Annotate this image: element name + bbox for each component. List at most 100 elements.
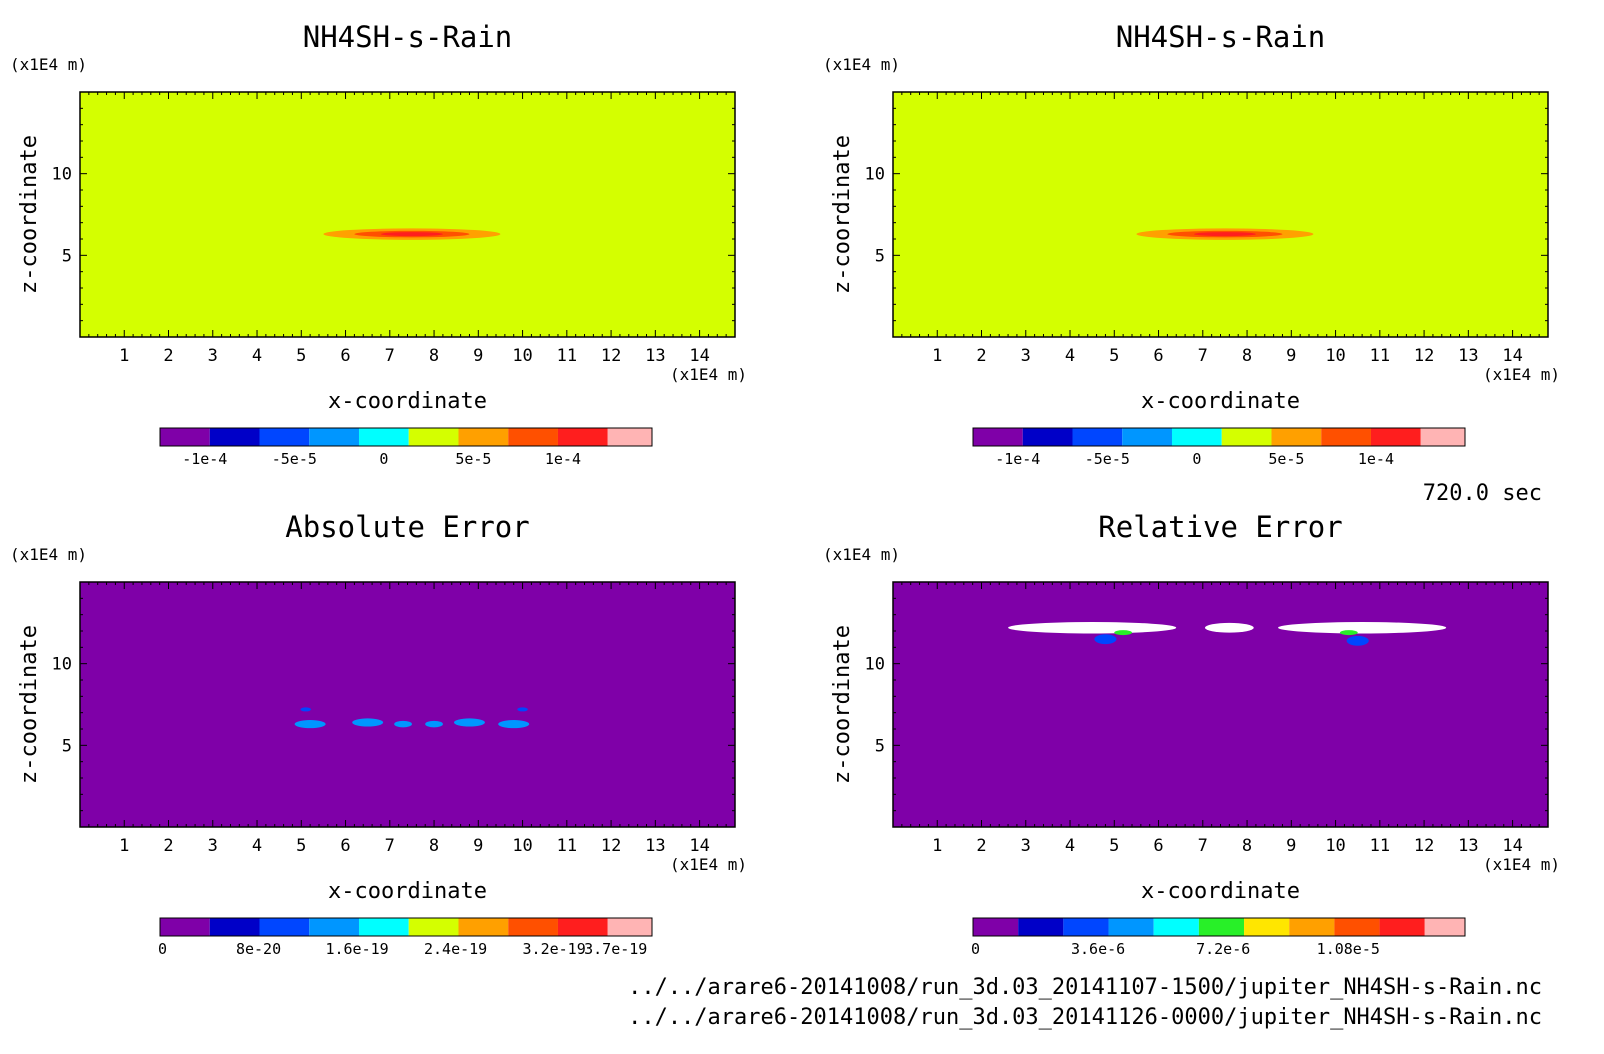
y-axis-label: z-coordinate xyxy=(17,625,42,784)
y-unit-label: (x1E4 m) xyxy=(10,55,87,74)
colorbar-tick-label: 5e-5 xyxy=(1268,450,1304,468)
x-tick-label: 2 xyxy=(163,346,173,366)
x-tick-label: 7 xyxy=(385,836,395,856)
contour-feature xyxy=(425,720,443,728)
x-tick-label: 1 xyxy=(119,346,129,366)
chart-panel-4: Relative Error(x1E4 m)(x1E4 m)1 2 3 4 5 6 7 8 9 1… xyxy=(823,510,1560,958)
x-tick-label: 7 xyxy=(385,346,395,366)
contour-feature xyxy=(352,718,384,727)
x-tick-label: 4 xyxy=(252,836,262,856)
colorbar-swatch xyxy=(973,918,1019,936)
colorbar-tick-label: 1e-4 xyxy=(545,450,581,468)
x-tick-label: 10 xyxy=(512,346,532,366)
time-label: 720.0 sec xyxy=(1423,481,1542,506)
colorbar-tick-label: -5e-5 xyxy=(272,450,317,468)
colorbar-swatch xyxy=(607,918,652,936)
y-unit-label: (x1E4 m) xyxy=(10,545,87,564)
colorbar-swatch xyxy=(1122,428,1172,446)
x-axis-label: x-coordinate xyxy=(1141,389,1300,414)
x-tick-label: 10 xyxy=(1325,346,1345,366)
colorbar-frame xyxy=(972,917,1466,937)
chart-title: NH4SH-s-Rain xyxy=(303,20,513,54)
colorbar-swatch xyxy=(508,918,558,936)
chart-panel-3: Absolute Error(x1E4 m)(x1E4 m)1 2 3 4 5 6 7 8 9 1… xyxy=(10,510,747,958)
chart-title: Relative Error xyxy=(1098,510,1342,544)
colorbar-frame xyxy=(972,427,1466,447)
colorbar-swatch xyxy=(209,918,260,936)
x-tick-label: 3 xyxy=(208,836,218,856)
x-tick-label: 11 xyxy=(1370,346,1390,366)
chart-panel-2: NH4SH-s-Rain(x1E4 m)(x1E4 m)1 2 3 4 5 6 7 8 9 10 1… xyxy=(823,20,1560,468)
y-unit-label: (x1E4 m) xyxy=(823,545,900,564)
x-tick-label: 9 xyxy=(1286,346,1296,366)
x-unit-label: (x1E4 m) xyxy=(1483,365,1560,384)
file-path-2: ../../arare6-20141008/run_3d.03_20141126… xyxy=(628,1005,1542,1030)
colorbar-swatch xyxy=(1370,428,1421,446)
colorbar-swatch xyxy=(209,428,260,446)
chart-panel-1: NH4SH-s-Rain(x1E4 m)(x1E4 m)1 2 3 4 5 6 7 8 9 10 1… xyxy=(10,20,747,468)
colorbar-tick-label: 7.2e-6 xyxy=(1196,940,1250,958)
colorbar-swatch xyxy=(358,428,409,446)
plot-area xyxy=(80,92,735,337)
x-tick-label: 1 xyxy=(932,836,942,856)
colorbar-tick-label: 5e-5 xyxy=(455,450,491,468)
colorbar-frame xyxy=(159,427,653,447)
colorbar-tick-label: 1.6e-19 xyxy=(325,940,388,958)
colorbar-swatch xyxy=(1244,918,1290,936)
colorbar-swatch xyxy=(607,428,652,446)
contour-feature xyxy=(1205,622,1254,633)
colorbar-swatch xyxy=(259,428,310,446)
colorbar-swatch xyxy=(1072,428,1123,446)
x-tick-label: 13 xyxy=(1458,346,1478,366)
x-tick-label: 4 xyxy=(252,346,262,366)
x-tick-label: 6 xyxy=(1153,836,1163,856)
plot-area xyxy=(893,92,1548,337)
x-unit-label: (x1E4 m) xyxy=(670,365,747,384)
x-tick-label: 12 xyxy=(601,836,621,856)
colorbar-tick-label: -5e-5 xyxy=(1085,450,1130,468)
colorbar-swatch xyxy=(1063,918,1109,936)
colorbar-tick-label: -1e-4 xyxy=(182,450,227,468)
colorbar-swatch xyxy=(1018,918,1064,936)
x-tick-label: 4 xyxy=(1065,346,1075,366)
colorbar-swatch xyxy=(408,428,459,446)
x-tick-label: 13 xyxy=(1458,836,1478,856)
x-tick-label: 8 xyxy=(1242,836,1252,856)
colorbar-tick-label: 3.7e-19 xyxy=(584,940,647,958)
colorbar-swatch xyxy=(557,428,608,446)
colorbar-swatch xyxy=(557,918,608,936)
colorbar-swatch xyxy=(1379,918,1425,936)
colorbar-tick-label: 2.4e-19 xyxy=(424,940,487,958)
x-axis-label: x-coordinate xyxy=(328,879,487,904)
colorbar-swatch xyxy=(160,428,210,446)
x-tick-label: 9 xyxy=(473,346,483,366)
contour-feature xyxy=(300,707,312,712)
x-axis-label: x-coordinate xyxy=(1141,879,1300,904)
contour-feature xyxy=(453,718,485,727)
colorbar-frame xyxy=(159,917,653,937)
contour-feature xyxy=(1114,630,1132,636)
y-axis-label: z-coordinate xyxy=(830,625,855,784)
x-unit-label: (x1E4 m) xyxy=(1483,855,1560,874)
colorbar-swatch xyxy=(259,918,310,936)
x-tick-label: 2 xyxy=(976,836,986,856)
x-tick-label: 8 xyxy=(429,346,439,366)
x-tick-label: 8 xyxy=(1242,346,1252,366)
y-tick-label: 10 xyxy=(865,165,885,185)
contour-feature xyxy=(1193,232,1256,237)
x-tick-label: 11 xyxy=(557,836,577,856)
x-tick-label: 11 xyxy=(557,346,577,366)
x-tick-label: 6 xyxy=(340,346,350,366)
colorbar-swatch xyxy=(358,918,409,936)
plot-area xyxy=(80,582,735,827)
colorbar-tick-label: 0 xyxy=(1192,450,1201,468)
y-unit-label: (x1E4 m) xyxy=(823,55,900,74)
x-tick-label: 12 xyxy=(601,346,621,366)
x-tick-label: 3 xyxy=(1021,346,1031,366)
file-path-1: ../../arare6-20141008/run_3d.03_20141107… xyxy=(628,975,1542,1000)
colorbar-swatch xyxy=(1271,428,1322,446)
contour-feature xyxy=(1346,635,1369,646)
x-tick-label: 3 xyxy=(1021,836,1031,856)
y-tick-label: 5 xyxy=(62,736,72,756)
x-tick-label: 14 xyxy=(1502,346,1522,366)
